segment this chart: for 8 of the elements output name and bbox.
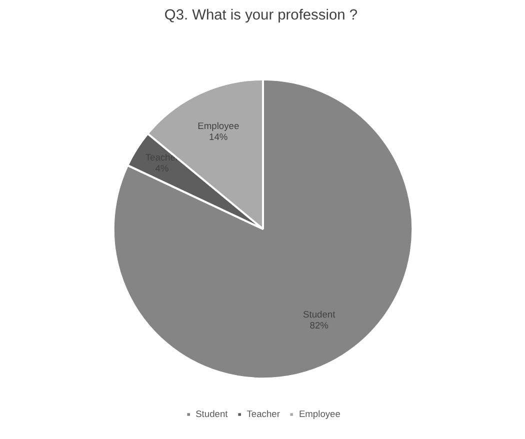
chart-title: Q3. What is your profession ? <box>164 8 358 24</box>
slice-label: Employee <box>198 120 240 131</box>
legend-label: Employee <box>298 409 340 419</box>
slice-label: Student <box>303 310 336 320</box>
data-label: 14% <box>209 132 228 142</box>
legend-label: Teacher <box>246 409 280 419</box>
data-label: 82% <box>310 320 328 331</box>
legend-label: Student <box>196 409 228 419</box>
